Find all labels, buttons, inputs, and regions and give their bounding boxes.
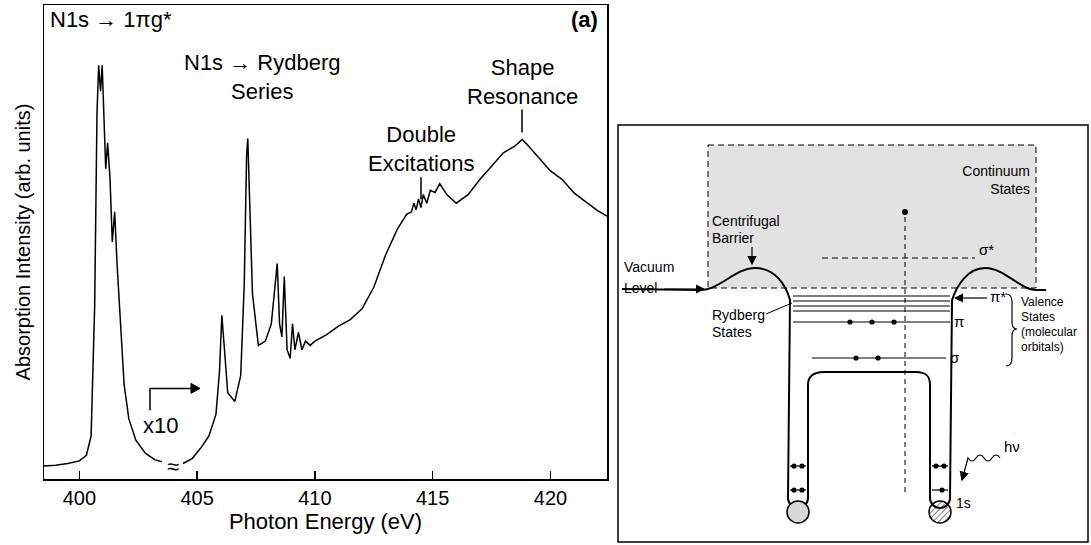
svg-text:Centrifugal: Centrifugal xyxy=(712,213,780,229)
svg-text:N1s → 1πg*: N1s → 1πg* xyxy=(50,7,172,32)
svg-text:σ*: σ* xyxy=(979,241,994,258)
svg-text:Absorption Intensity (arb. uni: Absorption Intensity (arb. units) xyxy=(12,104,34,381)
svg-text:N1s → RydbergSeries: N1s → RydbergSeries xyxy=(184,50,341,104)
svg-text:1s: 1s xyxy=(956,495,971,511)
svg-text:DoubleExcitations: DoubleExcitations xyxy=(368,122,474,176)
svg-text:405: 405 xyxy=(180,487,213,509)
svg-text:π*: π* xyxy=(990,288,1006,305)
svg-text:Barrier: Barrier xyxy=(712,230,754,246)
svg-text:σ: σ xyxy=(950,349,960,366)
svg-text:States: States xyxy=(712,324,752,340)
svg-text:(molecular: (molecular xyxy=(1021,325,1077,339)
svg-text:Vacuum: Vacuum xyxy=(624,259,674,275)
svg-text:States: States xyxy=(990,181,1030,197)
svg-text:π: π xyxy=(954,313,964,330)
svg-text:400: 400 xyxy=(63,487,96,509)
svg-text:States: States xyxy=(1021,310,1055,324)
svg-text:ShapeResonance: ShapeResonance xyxy=(467,55,578,109)
svg-text:415: 415 xyxy=(416,487,449,509)
svg-text:hν: hν xyxy=(1004,438,1020,455)
svg-text:410: 410 xyxy=(298,487,331,509)
svg-text:≈: ≈ xyxy=(167,454,179,479)
svg-text:(a): (a) xyxy=(571,7,598,32)
svg-text:x10: x10 xyxy=(143,413,178,438)
svg-text:Photon Energy (eV): Photon Energy (eV) xyxy=(229,509,422,534)
svg-text:Continuum: Continuum xyxy=(962,163,1030,179)
svg-text:Rydberg: Rydberg xyxy=(712,307,765,323)
svg-text:Valence: Valence xyxy=(1021,295,1064,309)
svg-text:Level: Level xyxy=(624,280,657,296)
svg-text:420: 420 xyxy=(534,487,567,509)
svg-text:orbitals): orbitals) xyxy=(1021,340,1064,354)
